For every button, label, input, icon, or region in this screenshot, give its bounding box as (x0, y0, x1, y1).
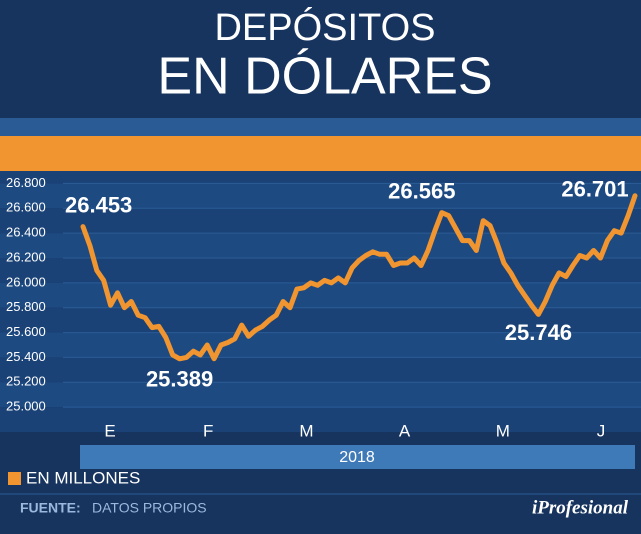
legend-label: EN MILLONES (26, 468, 140, 487)
x-tick-label: M (299, 421, 313, 440)
stripe (0, 171, 641, 184)
stripe (0, 357, 641, 383)
orange-band (0, 136, 641, 172)
chart-subtitle: EN DÓLARES (157, 48, 492, 106)
y-tick-label: 25.200 (6, 374, 46, 389)
y-tick-label: 25.800 (6, 299, 46, 314)
x-tick-label: J (597, 421, 606, 440)
stripe (0, 233, 641, 258)
y-tick-label: 26.000 (6, 274, 46, 289)
y-tick-label: 26.600 (6, 200, 46, 215)
chart-title: DEPÓSITOS (214, 6, 435, 49)
stripe (0, 258, 641, 283)
header-band (0, 118, 641, 136)
data-label: 25.746 (505, 320, 572, 345)
legend-swatch (8, 472, 21, 485)
stripe (0, 407, 641, 432)
brand: iProfesional (532, 497, 629, 518)
x-axis-label: 2018 (339, 449, 375, 466)
stripe (0, 332, 641, 358)
x-tick-label: E (104, 421, 115, 440)
source: DATOS PROPIOS (92, 500, 207, 516)
y-tick-label: 25.000 (6, 399, 46, 414)
data-label: 26.565 (388, 178, 455, 203)
y-tick-label: 26.400 (6, 225, 46, 240)
x-tick-label: F (203, 421, 213, 440)
data-label: 25.389 (146, 367, 213, 392)
line (80, 193, 638, 362)
y-tick-label: 26.200 (6, 249, 46, 264)
y-tick-label: 25.400 (6, 349, 46, 364)
data-label: 26.453 (65, 192, 132, 217)
source-label: FUENTE: (20, 500, 81, 516)
stripe (0, 208, 641, 234)
y-tick-label: 25.600 (6, 324, 46, 339)
x-label-band (80, 445, 635, 469)
x-tick-label: A (399, 421, 411, 440)
x-tick-label: M (496, 421, 510, 440)
data-label: 26.701 (561, 177, 628, 202)
stripe (0, 382, 641, 408)
stripe (0, 183, 641, 209)
y-tick-label: 26.800 (6, 175, 46, 190)
